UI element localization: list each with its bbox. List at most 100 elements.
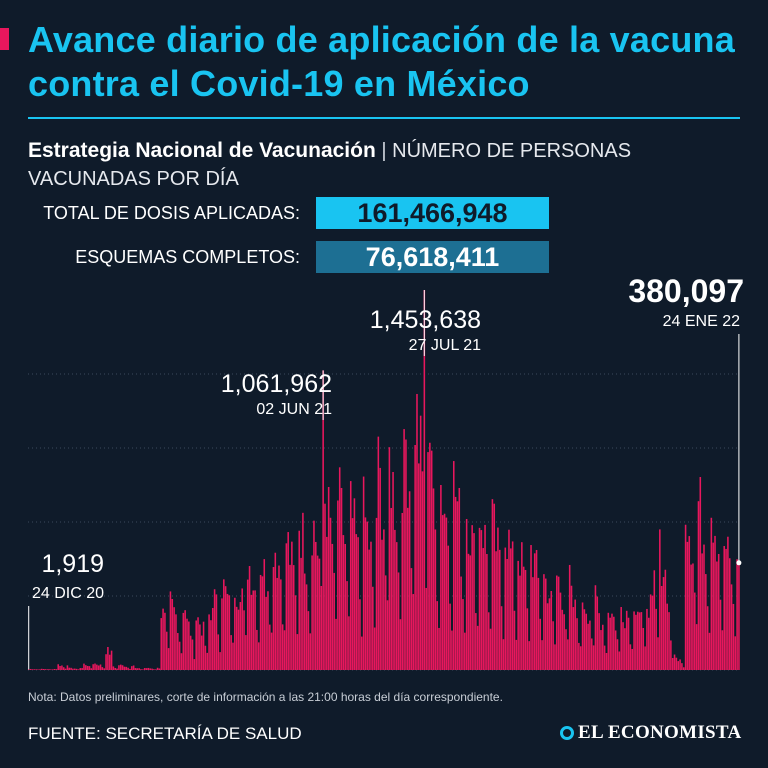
bar-375 [717, 553, 720, 670]
bar-371 [710, 517, 713, 670]
bar-54 [127, 667, 129, 670]
bar-239 [467, 553, 470, 670]
bar-321 [618, 651, 621, 670]
bar-379 [725, 548, 727, 670]
bar-9 [44, 669, 47, 670]
bar-292 [565, 629, 567, 670]
bar-313 [603, 645, 606, 670]
bar-207 [408, 491, 411, 670]
bar-169 [338, 467, 341, 670]
page-title: Avance diario de aplicación de la vacuna… [28, 19, 735, 104]
bar-16 [57, 664, 59, 670]
bar-132 [270, 632, 273, 670]
bar-10 [46, 669, 48, 670]
bar-343 [659, 529, 661, 670]
bar-238 [465, 518, 468, 670]
bar-56 [131, 666, 133, 670]
bar-7 [40, 668, 43, 670]
complete-schemes-label: ESQUEMAS COMPLETOS: [75, 247, 300, 267]
bar-188 [373, 627, 376, 670]
bar-216 [425, 587, 427, 670]
bar-13 [51, 669, 54, 670]
bar-297 [574, 599, 576, 670]
bar-115 [239, 602, 242, 670]
annotation-value-3: 380,097 [628, 273, 744, 309]
bar-38 [97, 665, 100, 670]
bar-67 [151, 668, 153, 670]
bar-88 [189, 635, 192, 670]
annotation-date-3: 24 ENE 22 [663, 313, 740, 330]
bar-137 [280, 579, 282, 670]
bar-124 [256, 629, 258, 670]
bar-75 [165, 631, 168, 670]
bar-150 [303, 573, 306, 670]
bar-294 [568, 564, 571, 670]
footnote: Nota: Datos preliminares, corte de infor… [28, 690, 503, 704]
bar-90 [193, 659, 196, 670]
bar-247 [482, 548, 484, 670]
bar-190 [377, 436, 380, 670]
bar-130 [267, 591, 269, 670]
bar-62 [142, 669, 144, 670]
bar-330 [635, 614, 637, 670]
bar-91 [195, 620, 197, 670]
bar-201 [397, 572, 400, 670]
bar-200 [395, 542, 398, 670]
bar-386 [738, 562, 740, 670]
bar-74 [164, 612, 166, 670]
bar-2 [31, 669, 34, 670]
bar-23 [70, 667, 72, 670]
bar-12 [50, 669, 52, 670]
bar-110 [230, 635, 232, 670]
bar-1 [29, 669, 32, 670]
bar-153 [309, 633, 312, 670]
bar-361 [692, 563, 694, 670]
bar-182 [362, 476, 365, 670]
bar-183 [364, 517, 367, 670]
bar-240 [469, 555, 472, 670]
annotation-marker-3 [736, 560, 742, 566]
bar-309 [596, 596, 599, 670]
bar-87 [188, 621, 190, 670]
bar-209 [412, 594, 415, 670]
bar-279 [541, 640, 543, 670]
bar-230 [451, 630, 453, 670]
bar-53 [125, 666, 128, 670]
bar-162 [326, 536, 328, 670]
bar-211 [416, 393, 418, 670]
bar-235 [460, 576, 462, 670]
bar-73 [162, 608, 164, 670]
bar-232 [454, 496, 457, 670]
bar-155 [313, 520, 315, 670]
bar-226 [443, 513, 446, 670]
bar-139 [283, 630, 286, 670]
bar-315 [607, 612, 610, 670]
bar-217 [427, 452, 429, 670]
bar-128 [263, 559, 266, 670]
bar-340 [653, 570, 656, 670]
bar-300 [579, 646, 582, 670]
bar-258 [502, 639, 505, 670]
bar-134 [274, 552, 277, 670]
bar-79 [173, 607, 175, 670]
bar-111 [232, 642, 234, 670]
subtitle-separator: | [381, 140, 387, 162]
bar-337 [648, 617, 650, 670]
brand-name: EL ECONOMISTA [578, 722, 742, 743]
bar-166 [333, 572, 335, 670]
bar-117 [243, 610, 245, 670]
bar-156 [315, 541, 317, 670]
bar-151 [305, 584, 308, 670]
bar-268 [521, 542, 523, 670]
bar-66 [149, 668, 151, 670]
bar-51 [121, 665, 124, 670]
bar-48 [116, 668, 118, 670]
bar-30 [83, 663, 85, 670]
bar-196 [388, 447, 391, 670]
bar-177 [353, 498, 356, 670]
bar-308 [594, 585, 597, 670]
bar-234 [458, 487, 461, 670]
bar-133 [272, 567, 275, 670]
bar-185 [368, 549, 370, 670]
bar-8 [42, 669, 45, 670]
